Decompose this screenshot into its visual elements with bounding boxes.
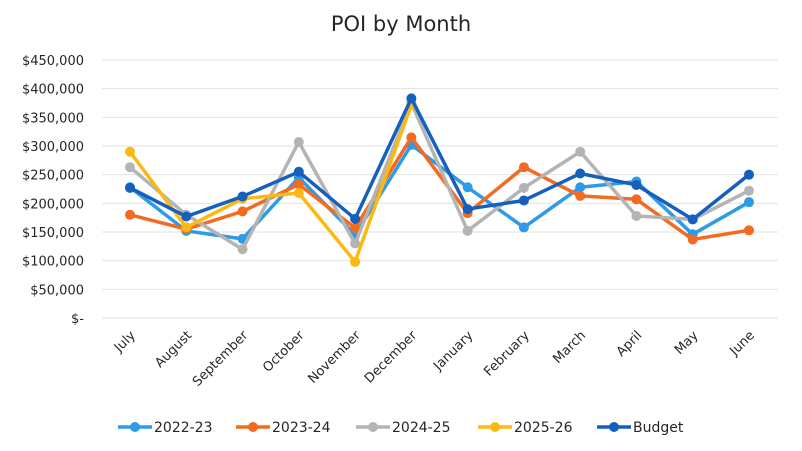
data-point: [293, 179, 304, 190]
data-point: [125, 182, 135, 193]
legend-point-marker: [130, 422, 140, 432]
legend-point-marker: [248, 422, 258, 432]
data-point: [575, 182, 586, 193]
data-point: [237, 206, 248, 217]
data-point: [744, 197, 754, 208]
x-tick-label: March: [550, 328, 589, 367]
series-line: [128, 101, 751, 251]
data-point: [631, 210, 642, 221]
series-line: [128, 96, 751, 222]
x-tick-label: December: [362, 328, 421, 387]
legend-point-marker: [368, 422, 378, 432]
x-tick-label: November: [305, 328, 364, 387]
data-point: [181, 222, 192, 233]
y-tick-label: $350,000: [22, 111, 84, 126]
y-tick-label: $150,000: [22, 226, 84, 241]
data-point: [125, 146, 135, 157]
data-point: [293, 166, 304, 177]
y-axis-ticks: $- $50,000 $100,000 $150,000 $200,000 $250,00…: [22, 54, 84, 327]
y-tick-label: $450,000: [22, 54, 84, 69]
series-budget: [125, 93, 754, 225]
data-point: [125, 162, 135, 173]
gridlines: [102, 59, 778, 319]
data-point: [350, 213, 361, 224]
data-point: [125, 209, 135, 220]
series-2023-24: [125, 132, 754, 245]
data-point: [406, 93, 417, 104]
legend-label: 2023-24: [272, 420, 331, 436]
data-point: [237, 244, 248, 255]
data-point: [293, 136, 304, 147]
data-point: [687, 214, 698, 225]
data-point: [687, 234, 698, 245]
data-point: [744, 225, 754, 236]
x-tick-label: October: [260, 328, 308, 376]
data-point: [462, 182, 473, 193]
data-point: [575, 146, 586, 157]
data-point: [744, 169, 754, 180]
data-point: [350, 238, 361, 249]
data-point: [462, 225, 473, 236]
y-tick-label: $-: [71, 312, 84, 327]
data-point: [518, 182, 529, 193]
chart-title: POI by Month: [331, 12, 471, 36]
data-point: [631, 179, 642, 190]
y-tick-label: $200,000: [22, 197, 84, 212]
data-point: [575, 190, 586, 201]
y-tick-label: $300,000: [22, 140, 84, 155]
legend-label: Budget: [633, 420, 684, 436]
data-point: [518, 162, 529, 173]
legend-label: 2022-23: [154, 420, 213, 436]
data-point: [575, 168, 586, 179]
legend-label: 2024-25: [392, 420, 451, 436]
data-point: [462, 204, 473, 215]
legend-item: Budget: [597, 420, 684, 436]
data-point: [631, 194, 642, 205]
x-tick-label: May: [672, 328, 702, 358]
x-tick-label: August: [152, 328, 195, 371]
data-point: [518, 195, 529, 206]
series-line: [128, 102, 414, 264]
data-point: [181, 211, 192, 222]
y-tick-label: $50,000: [30, 283, 84, 298]
data-point: [350, 222, 361, 233]
legend: 2022-23 2023-24 2024-25 2025-26 Budget: [118, 420, 684, 436]
x-tick-label: April: [614, 328, 646, 360]
legend-point-marker: [490, 422, 500, 432]
data-point: [406, 132, 417, 143]
y-tick-label: $400,000: [22, 83, 84, 98]
x-tick-label: July: [111, 328, 139, 356]
series-line: [128, 143, 751, 241]
data-point: [350, 256, 361, 267]
legend-point-marker: [609, 422, 619, 432]
legend-item: 2024-25: [356, 420, 451, 436]
series-line: [128, 135, 751, 242]
legend-label: 2025-26: [514, 420, 573, 436]
x-tick-label: January: [430, 328, 476, 374]
x-tick-label: September: [190, 328, 252, 390]
data-point: [293, 188, 304, 199]
x-tick-label: June: [726, 328, 757, 359]
data-point: [744, 185, 754, 196]
y-tick-label: $250,000: [22, 169, 84, 184]
legend-item: 2022-23: [118, 420, 213, 436]
series-lines: [125, 93, 754, 267]
data-point: [518, 222, 529, 233]
y-tick-label: $100,000: [22, 255, 84, 270]
data-point: [237, 191, 248, 202]
legend-item: 2023-24: [236, 420, 331, 436]
legend-item: 2025-26: [478, 420, 573, 436]
x-tick-label: February: [481, 328, 533, 380]
